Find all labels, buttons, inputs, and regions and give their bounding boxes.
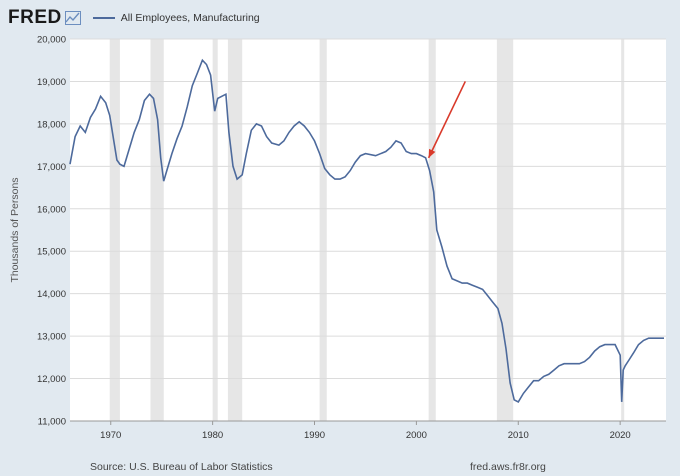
y-tick-label-5: 16,000: [37, 204, 66, 215]
y-tick-label-8: 19,000: [37, 77, 66, 88]
y-tick-label-1: 12,000: [37, 374, 66, 385]
annotation-arrow: [427, 81, 467, 159]
annotation-arrow-head: [428, 148, 436, 158]
y-axis-label: Thousands of Persons: [9, 177, 21, 282]
legend-swatch: [92, 17, 115, 19]
x-axis-ticks: 1970 1980 1990 2000 2010 2020: [70, 420, 666, 441]
y-tick-label-7: 18,000: [37, 119, 66, 130]
recession-bands: [109, 39, 625, 421]
y-tick-label-0: 11,000: [38, 417, 66, 428]
x-tick-label-1: 1980: [202, 430, 223, 441]
recession-band-5: [428, 39, 436, 421]
x-tick-label-2: 1990: [304, 430, 325, 441]
recession-band-7: [621, 39, 625, 421]
y-tick-label-3: 14,000: [37, 289, 66, 300]
y-tick-label-6: 17,000: [37, 162, 66, 173]
source-note: Source: U.S. Bureau of Labor Statistics: [90, 461, 273, 473]
plot-area: [70, 39, 666, 421]
recession-band-2: [212, 39, 218, 421]
recession-band-0: [109, 39, 120, 421]
series-line: [69, 58, 664, 403]
annotation-arrow-shaft: [427, 81, 467, 159]
y-tick-label-9: 20,000: [37, 35, 66, 46]
x-tick-label-3: 2000: [406, 430, 427, 441]
fred-logo: FRED: [8, 7, 62, 28]
recession-band-4: [319, 39, 327, 421]
chart-mark-icon: [64, 11, 81, 25]
recession-band-1: [150, 39, 164, 421]
y-tick-label-2: 13,000: [37, 332, 66, 343]
x-tick-label-4: 2010: [508, 430, 529, 441]
x-tick-label-0: 1970: [100, 430, 121, 441]
y-axis-ticks: 11,000 12,000 13,000 14,000 15,000 16,000 17,0…: [37, 35, 66, 428]
legend-series-label: All Employees, Manufacturing: [120, 12, 260, 24]
recession-band-6: [496, 39, 514, 421]
x-tick-label-5: 2020: [610, 430, 631, 441]
chart-header: FRED All Employees, Manufacturing: [8, 6, 260, 30]
recession-band-3: [227, 39, 243, 421]
site-url: fred.aws.fr8r.org: [470, 461, 546, 473]
y-tick-label-4: 15,000: [37, 247, 66, 258]
